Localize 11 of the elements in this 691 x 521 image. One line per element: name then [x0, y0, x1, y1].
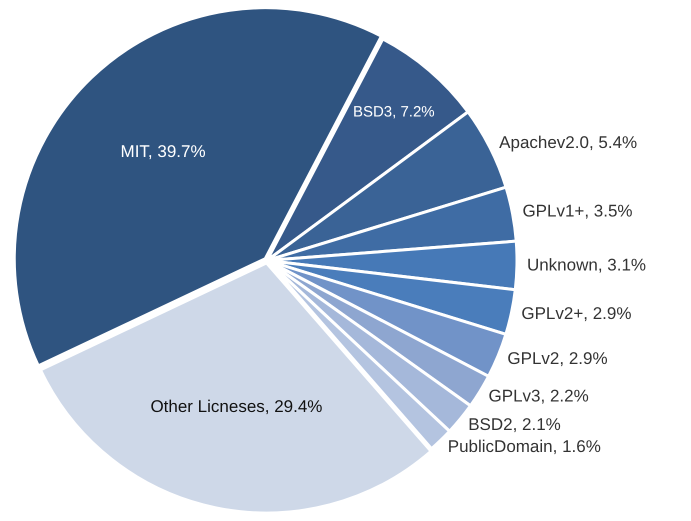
slice-label: BSD3, 7.2% [352, 103, 435, 120]
slice-label: GPLv3, 2.2% [488, 386, 589, 406]
slice-label: Other Licneses, 29.4% [150, 397, 322, 416]
slice-label: MIT, 39.7% [120, 142, 206, 162]
slice-label: GPLv2+, 2.9% [521, 304, 632, 323]
slice-label: Apachev2.0, 5.4% [499, 133, 638, 152]
slice-label: BSD2, 2.1% [468, 414, 561, 434]
slice-label: GPLv1+, 3.5% [522, 202, 633, 221]
slice-label: GPLv2, 2.9% [507, 349, 608, 368]
slice-label: PublicDomain, 1.6% [448, 437, 601, 456]
slice-label: Unknown, 3.1% [526, 255, 646, 274]
